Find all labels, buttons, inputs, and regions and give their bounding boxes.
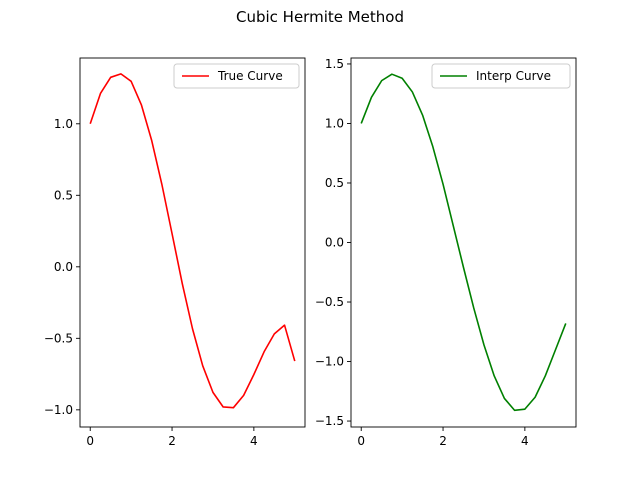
right-legend-box <box>431 63 571 89</box>
left-y-tick-label: 0.0 <box>54 260 73 274</box>
left-legend: True Curve <box>173 63 300 89</box>
right-legend-label: Interp Curve <box>476 69 551 83</box>
right-x-tick-label: 0 <box>357 434 365 448</box>
left-x-tick-label: 4 <box>250 434 258 448</box>
left-x-tick-label: 0 <box>86 434 94 448</box>
left-legend-label: True Curve <box>217 69 283 83</box>
left-y-tick-label: 0.5 <box>54 188 73 202</box>
right-y-tick-label: −1.5 <box>315 414 344 428</box>
right-x-tick-label: 2 <box>439 434 447 448</box>
figure-suptitle: Cubic Hermite Method <box>236 8 404 26</box>
right-y-tick-label: −0.5 <box>315 295 344 309</box>
left-y-tick-label: 1.0 <box>54 117 73 131</box>
right-series-line-0 <box>360 73 567 412</box>
left-series-line-0 <box>89 73 296 409</box>
right-legend: Interp Curve <box>431 63 571 89</box>
right-y-tick-label: 0.5 <box>325 176 344 190</box>
right-y-tick-label: 1.0 <box>325 116 344 130</box>
right-y-tick-label: 0.0 <box>325 236 344 250</box>
left-y-tick-label: −1.0 <box>44 403 73 417</box>
right-y-tick-label: 1.5 <box>325 57 344 71</box>
left-x-tick-label: 2 <box>168 434 176 448</box>
right-plot-axes: 0 2 4 −1.5 −1.0 −0.5 0.0 0.5 1.0 1.5 Interp Curve <box>315 57 577 448</box>
left-plot-axes: 0 2 4 −1.0 −0.5 0.0 0.5 1.0 True Curve <box>44 57 306 448</box>
right-y-tick-label: −1.0 <box>315 355 344 369</box>
left-axes-frame <box>79 57 306 428</box>
right-x-tick-label: 4 <box>521 434 529 448</box>
left-y-tick-label: −0.5 <box>44 331 73 345</box>
left-legend-box <box>173 63 300 89</box>
